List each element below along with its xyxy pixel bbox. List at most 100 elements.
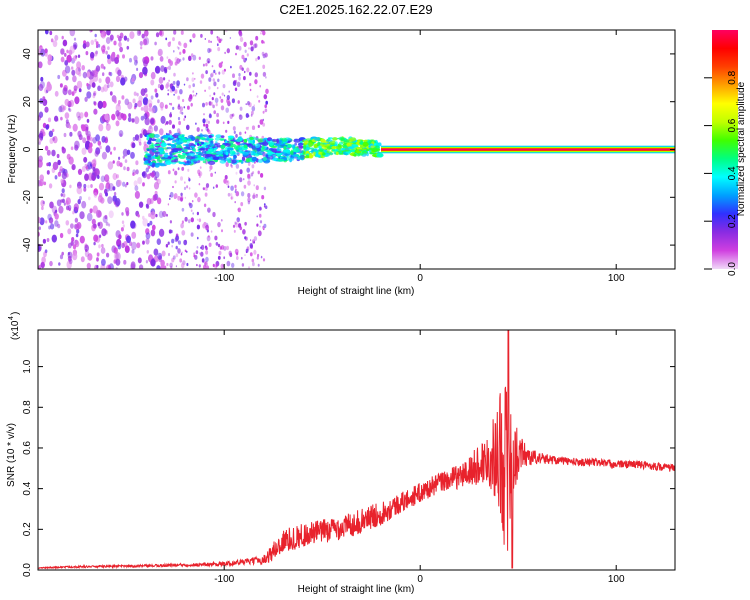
heatmap-cell [367,139,371,143]
heatmap-cell [235,45,239,50]
heatmap-cell [216,112,220,118]
heatmap-cell [92,166,96,172]
heatmap-cell [177,195,181,201]
heatmap-cell [49,201,54,209]
heatmap-cell [240,202,244,207]
heatmap-cell [131,118,135,123]
heatmap-cell [150,171,155,178]
heatmap-cell [97,195,103,203]
heatmap-cell [255,143,261,148]
heatmap-cell [93,188,99,196]
heatmap-cell [105,37,111,44]
heatmap-cell [217,47,221,52]
heatmap-cell [246,53,249,57]
heatmap-cell [215,263,218,268]
heatmap-cell [214,235,218,241]
heatmap-cell [142,38,148,46]
heatmap-cell [150,71,156,80]
snr-y-scale-label: (x10 [10,320,21,340]
heatmap-cell [79,196,82,201]
heatmap-cell [258,99,261,103]
x-tick-label: -100 [214,574,234,585]
heatmap-cell [314,137,321,141]
heatmap-cell [62,105,67,111]
heatmap-cell [172,255,176,260]
heatmap-cell [179,258,183,263]
heatmap-cell [102,215,108,223]
heatmap-cell [150,118,155,125]
heatmap-cell [150,229,156,237]
heatmap-cell [166,133,170,136]
heatmap-cell [122,224,125,228]
heatmap-cell [227,120,230,124]
heatmap-cell [200,251,204,257]
heatmap-cell [108,210,114,219]
heatmap-cell [173,132,181,136]
heatmap-cell [93,241,96,246]
heatmap-cell [138,141,142,146]
heatmap-cell [210,101,214,106]
heatmap-cell [177,128,181,134]
heatmap-cell [150,258,156,267]
heatmap-cell [213,92,216,96]
heatmap-cell [154,151,160,154]
heatmap-cell [38,137,42,143]
heatmap-cell [317,141,321,146]
heatmap-cell [239,106,243,111]
heatmap-cell [149,172,152,176]
heatmap-cell [133,91,137,96]
heatmap-cell [78,88,82,93]
heatmap-cell [205,224,210,231]
heatmap-cell [178,120,182,126]
heatmap-cell [113,40,117,46]
heatmap-cell [238,45,242,51]
heatmap-cell [267,151,274,155]
heatmap-cell [132,136,136,142]
heatmap-cell [244,49,247,53]
heatmap-cell [250,150,256,156]
heatmap-cell [246,167,250,173]
heatmap-cell [223,94,226,97]
heatmap-cell [226,180,229,183]
heatmap-cell [325,139,333,142]
heatmap-cell [44,145,49,151]
heatmap-cell [83,187,87,192]
heatmap-cell [265,88,269,95]
heatmap-cell [164,104,168,109]
heatmap-cell [48,183,53,189]
heatmap-cell [171,238,175,244]
heatmap-cell [240,191,245,197]
heatmap-cell [198,183,201,186]
heatmap-cell [67,251,73,259]
heatmap-cell [180,30,184,35]
heatmap-cell [186,77,189,82]
heatmap-cell [147,223,150,227]
heatmap-cell [158,210,164,218]
heatmap-cell [253,249,257,255]
heatmap-cell [262,258,266,262]
heatmap-cell [238,30,242,36]
heatmap-cell [232,224,236,228]
heatmap-cell [256,215,258,218]
heatmap-cell [142,66,148,75]
heatmap-cell [205,183,210,188]
heatmap-cell [229,159,237,164]
chart-title: C2E1.2025.162.22.07.E29 [279,2,432,17]
heatmap-cell [232,73,235,78]
heatmap-cell [73,251,76,255]
heatmap-cell [265,100,269,105]
heatmap-cell [186,250,188,253]
heatmap-cell [236,81,241,88]
heatmap-cell [207,60,210,64]
heatmap-cell [167,58,171,64]
heatmap-cell [133,55,138,62]
heatmap-cell [199,133,203,138]
heatmap-cell [72,210,75,215]
y-tick-label: 0.2 [22,522,33,536]
heatmap-cell [190,232,194,237]
heatmap-cell [93,90,97,96]
heatmap-cell [204,38,206,40]
heatmap-cell [235,52,237,56]
heatmap-cell [231,262,235,268]
heatmap-cell [234,184,237,189]
